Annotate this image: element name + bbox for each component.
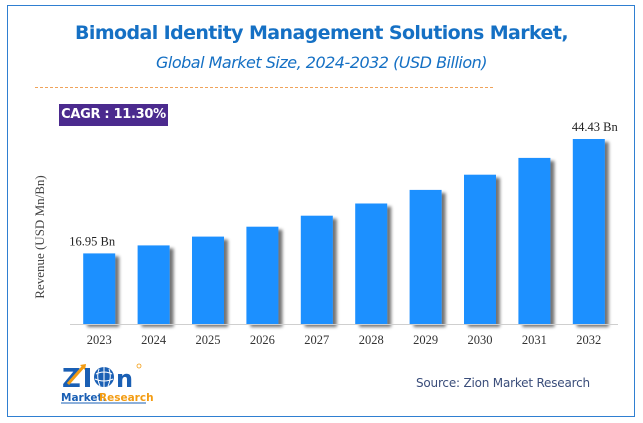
x-tick-label: 2027 (304, 333, 329, 347)
bar-2030 (464, 174, 496, 324)
chart-subtitle: Global Market Size, 2024-2032 (USD Billi… (155, 53, 488, 72)
logo-text-research: Research (99, 392, 154, 404)
data-label: 16.95 Bn (69, 234, 116, 248)
x-tick-label: 2028 (359, 333, 384, 347)
cagr-badge: CAGR : 11.30% (59, 104, 168, 126)
svg-text:n: n (116, 365, 133, 393)
logo-text-market: Market. (61, 392, 107, 404)
bar-2029 (409, 189, 442, 324)
x-tick-label: 2023 (87, 333, 112, 347)
bar-2026 (246, 226, 279, 324)
x-tick-label: 2029 (413, 333, 438, 347)
bar-2025 (192, 236, 224, 324)
bar-2023 (83, 253, 116, 324)
title-divider (35, 87, 493, 88)
source-note: Source: Zion Market Research (416, 376, 590, 390)
x-tick-label: 2032 (576, 333, 601, 347)
chart-title: Bimodal Identity Management Solutions Ma… (75, 22, 569, 44)
bar-2024 (137, 245, 170, 324)
zion-logo: Z n Market. Research (60, 362, 160, 407)
bar-2031 (518, 157, 551, 324)
bar-2027 (300, 215, 333, 324)
bar-2028 (355, 203, 388, 324)
x-tick-label: 2026 (250, 333, 275, 347)
data-label: 44.43 Bn (572, 120, 619, 134)
x-tick-label: 2030 (468, 333, 493, 347)
x-tick-label: 2031 (522, 333, 547, 347)
bar-2032 (572, 139, 605, 324)
x-tick-label: 2025 (196, 333, 221, 347)
x-tick-label: 2024 (141, 333, 167, 347)
